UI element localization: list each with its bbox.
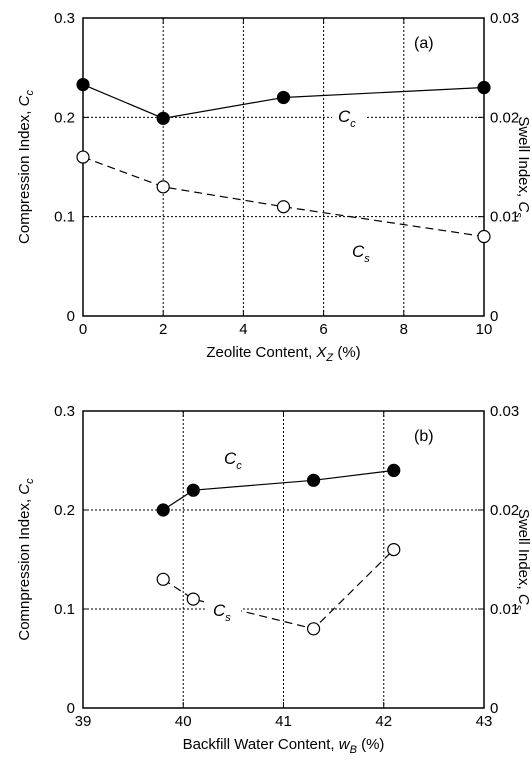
data-point-cs	[387, 542, 401, 557]
x-tick-label: 41	[275, 713, 292, 730]
y-tick-label: 0.3	[54, 10, 75, 27]
data-point-cs	[76, 150, 90, 164]
series-label-cs: Cs	[352, 242, 370, 265]
data-point-cc	[76, 77, 90, 92]
data-point-cc	[387, 463, 401, 477]
data-point-cs	[186, 592, 200, 606]
y2-tick-label: 0.01	[490, 601, 519, 618]
chart-panel-b: 39 40 41 42 4300.10.20.300.010.020.03CcCs(b)…	[16, 403, 532, 756]
y-tick-label: 0.1	[54, 209, 75, 226]
y2-tick-label: 0	[490, 700, 498, 717]
y2-tick-label: 0.03	[490, 10, 519, 27]
data-point-cs	[156, 572, 170, 586]
y-tick-label: 0.1	[54, 601, 75, 618]
x-tick-label: 4	[239, 321, 247, 338]
plot-frame	[82, 410, 485, 709]
y-axis-title: Comnpression Index, Cc	[16, 478, 36, 641]
panel-label: (a)	[414, 35, 434, 52]
series-label-bg	[218, 446, 252, 472]
data-point-cs	[477, 229, 491, 244]
data-point-cc	[156, 111, 170, 125]
panel-label: (b)	[414, 428, 434, 445]
x-tick-label: 0	[79, 321, 87, 338]
data-point-cc	[156, 503, 170, 517]
x-tick-label: 10	[476, 321, 493, 338]
series-line-cc	[162, 469, 394, 511]
x-tick-label: 39	[75, 713, 92, 730]
y-tick-label: 0.3	[54, 403, 75, 420]
plot-frame	[82, 17, 485, 317]
data-point-cc	[477, 80, 491, 95]
series-line-cs	[162, 549, 395, 630]
data-point-cs	[276, 200, 291, 214]
x-tick-label: 40	[175, 713, 192, 730]
y2-axis-title: Swell Index, Cs	[512, 509, 532, 611]
x-tick-label: 8	[400, 321, 408, 338]
y-tick-label: 0.2	[54, 502, 75, 519]
data-point-cc	[306, 473, 321, 487]
data-point-cs	[306, 622, 321, 636]
series-line-cc	[82, 84, 485, 119]
series-label-bg	[332, 104, 366, 130]
series-line-cs	[82, 156, 485, 238]
series-label-bg	[346, 239, 380, 265]
x-tick-label: 6	[319, 321, 327, 338]
y2-tick-label: 0.02	[490, 502, 519, 519]
y-tick-label: 0.2	[54, 109, 75, 126]
series-label-cs: Cs	[213, 601, 231, 624]
series-label-bg	[207, 598, 241, 624]
x-tick-label: 42	[375, 713, 392, 730]
y-tick-label: 0	[67, 308, 75, 325]
y-axis-title: Compression Index, Cc	[16, 90, 36, 244]
data-point-cc	[276, 90, 291, 105]
y2-tick-label: 0.01	[490, 209, 519, 226]
x-axis-title: Zeolite Content, XZ (%)	[206, 344, 360, 364]
chart-panel-a: 0 2 4 6 8 1000.10.20.300.010.020.03CcCs(a)Zeo…	[16, 10, 532, 364]
series-label-cc: Cc	[224, 449, 242, 472]
data-point-cs	[156, 180, 170, 194]
y2-tick-label: 0	[490, 308, 498, 325]
y2-tick-label: 0.02	[490, 109, 519, 126]
x-tick-label: 2	[159, 321, 167, 338]
x-tick-label: 43	[476, 713, 493, 730]
y-tick-label: 0	[67, 700, 75, 717]
series-label-cc: Cc	[338, 107, 356, 130]
y2-tick-label: 0.03	[490, 403, 519, 420]
data-point-cc	[186, 483, 200, 497]
y2-axis-title: Swell Index, Cs	[512, 116, 532, 218]
x-axis-title: Backfill Water Content, wB (%)	[183, 736, 385, 756]
